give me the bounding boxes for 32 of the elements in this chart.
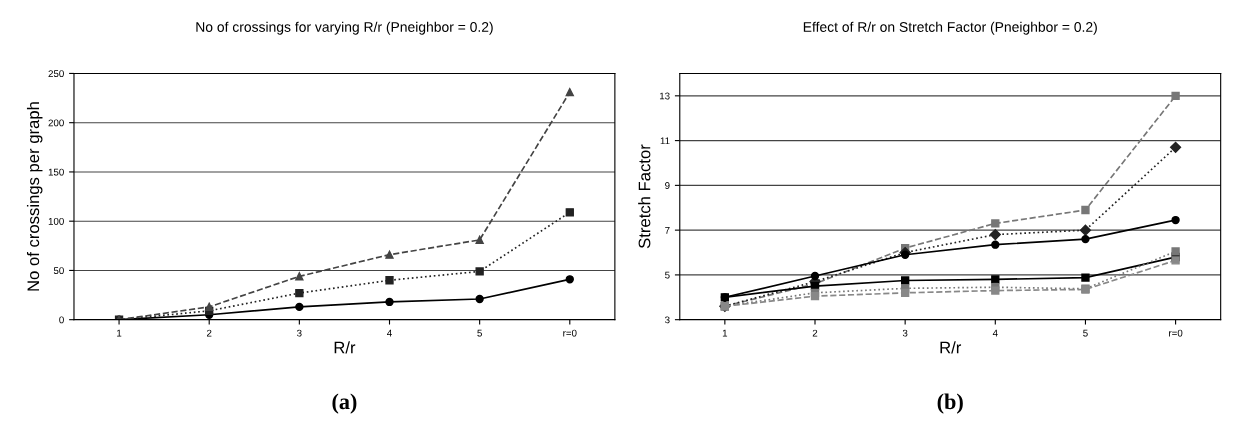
x-tick-label: 2 (206, 329, 212, 337)
y-tick-label: 200 (48, 119, 64, 127)
chart-title: No of crossings for varying R/r (Pneighbor = 0.2) (196, 21, 493, 35)
x-tick-label: 5 (1083, 329, 1088, 337)
x-tick-label: r=0 (563, 329, 577, 337)
y-tick-label: 11 (660, 137, 670, 145)
y-axis-title: No of crossings per graph (26, 102, 43, 291)
y-tick-label: 100 (48, 217, 64, 225)
x-tick-label: 4 (387, 329, 392, 337)
y-tick-label: 50 (53, 267, 64, 275)
x-tick-label: 4 (992, 329, 998, 337)
x-axis-title: R/r (334, 341, 356, 354)
x-tick-label: 3 (902, 329, 908, 337)
text: (a) (332, 393, 357, 414)
y-tick-label: 9 (665, 182, 670, 189)
x-tick-label: 5 (477, 329, 482, 337)
y-tick-label: 3 (665, 316, 670, 324)
y-tick-label: 250 (48, 70, 64, 78)
y-tick-label: 13 (659, 92, 670, 100)
y-axis-title: Stretch Factor (638, 144, 651, 249)
y-tick-label: 150 (48, 168, 64, 176)
x-tick-label: r=0 (1169, 329, 1183, 337)
x-axis-title: R/r (940, 341, 962, 354)
text: (b) (937, 393, 963, 414)
x-tick-label: 3 (297, 329, 302, 337)
x-tick-label: 2 (812, 329, 818, 337)
x-tick-label: 1 (722, 329, 728, 337)
y-tick-label: 5 (665, 271, 670, 279)
y-tick-label: 0 (59, 316, 64, 324)
x-tick-label: 1 (117, 329, 122, 337)
y-tick-label: 7 (665, 226, 670, 234)
chart-title: Effect of R/r on Stretch Factor (Pneighbor = 0.2) (803, 21, 1097, 35)
